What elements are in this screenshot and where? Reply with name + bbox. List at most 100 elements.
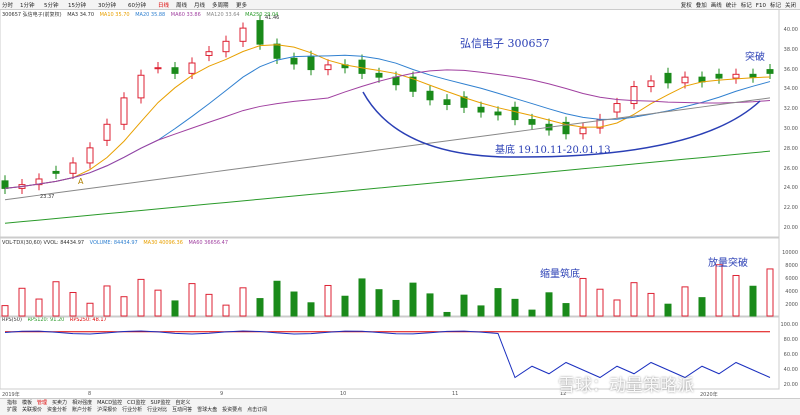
tool-button-1[interactable]: 叠加 <box>695 3 707 9</box>
candle <box>749 73 757 78</box>
candle <box>205 51 213 56</box>
indicator-tab-3[interactable]: 买卖力 <box>52 400 68 406</box>
tool-button-7[interactable]: 关闭 <box>784 3 796 9</box>
indicator-tab-4[interactable]: 相对强度 <box>72 400 93 406</box>
breakout-annotation: 突破 <box>745 52 765 63</box>
volume-level-4: 2000 <box>785 302 798 308</box>
volume-bar <box>239 287 247 317</box>
price-level-10: 20.00 <box>783 225 798 231</box>
vol-ma60: MA60 36656.47 <box>188 240 229 246</box>
candle <box>171 67 179 74</box>
bottom-link-10[interactable]: 点击订阅 <box>247 407 268 413</box>
candle <box>137 74 145 99</box>
candle <box>358 59 366 74</box>
rps-level-1: 80.00 <box>783 337 798 343</box>
candle <box>392 76 400 86</box>
candle <box>511 106 519 121</box>
candle <box>715 73 723 79</box>
ma3-value: MA3 34.70 <box>67 12 95 18</box>
base-annotation: 基底 19.10.11-20.01.13 <box>495 145 611 156</box>
volume-bar <box>273 280 281 317</box>
base-arc-annotation <box>362 91 761 158</box>
candle <box>1 180 9 189</box>
ma10-value: MA10 35.70 <box>99 12 130 18</box>
bottom-link-4[interactable]: 沪深报价 <box>97 407 118 413</box>
period-tab-7[interactable]: 周线 <box>176 3 188 9</box>
candle <box>222 40 230 53</box>
bottom-link-6[interactable]: 行业对比 <box>147 407 168 413</box>
volume-bar <box>375 289 383 317</box>
bottom-link-7[interactable]: 互动问答 <box>172 407 193 413</box>
period-tab-3[interactable]: 15分钟 <box>68 3 86 9</box>
ma250-value: MA250 29.04 <box>245 12 279 18</box>
period-tab-10[interactable]: 更多 <box>236 3 248 9</box>
price-level-1: 38.00 <box>783 46 798 53</box>
ma20-value: MA20 35.88 <box>135 12 166 18</box>
candle <box>256 20 264 45</box>
indicator-tab-2[interactable]: 管理 <box>37 400 48 406</box>
bottom-link-0[interactable]: 扩展 <box>7 407 18 413</box>
volume-bar <box>664 303 672 317</box>
candle <box>477 106 485 113</box>
volume-bar <box>290 291 298 317</box>
date-label-0: 2019年 <box>2 392 20 398</box>
price-level-5: 30.00 <box>783 126 798 132</box>
volume-bar <box>137 278 145 317</box>
volume-bar <box>596 288 604 317</box>
bottom-link-9[interactable]: 投资要点 <box>222 407 243 413</box>
tool-button-0[interactable]: 复权 <box>680 3 692 9</box>
rps-level-2: 60.00 <box>783 352 798 358</box>
bottom-link-8[interactable]: 雪球大盘 <box>197 407 218 413</box>
rps120-value: RPS120: 91.20 <box>27 317 65 323</box>
bottom-link-1[interactable]: 关联报价 <box>22 407 43 413</box>
volume-bar <box>613 299 621 317</box>
volume-bar <box>460 294 468 317</box>
volume-bar <box>732 274 740 317</box>
stock-label: 300657 弘信电子(前复权) <box>2 12 62 18</box>
volume-bar <box>494 288 502 317</box>
candle <box>579 127 587 135</box>
candle <box>562 121 570 135</box>
volume-bar <box>511 298 519 317</box>
bottom-link-5[interactable]: 行业分析 <box>122 407 143 413</box>
indicator-tab-7[interactable]: SUP监控 <box>150 400 171 406</box>
period-tab-2[interactable]: 5分钟 <box>44 3 59 9</box>
indicator-tab-0[interactable]: 指标 <box>7 400 18 406</box>
candle <box>681 76 689 84</box>
tool-button-6[interactable]: 标记 <box>769 3 781 9</box>
date-label-4: 11 <box>452 391 459 397</box>
indicator-tab-6[interactable]: CCI监控 <box>127 400 146 406</box>
period-tab-6[interactable]: 日线 <box>158 3 170 9</box>
price-level-6: 28.00 <box>783 145 798 152</box>
period-tab-8[interactable]: 月线 <box>194 3 206 9</box>
bottom-link-3[interactable]: 账户分析 <box>72 407 93 413</box>
volume-bar <box>341 295 349 317</box>
volume-bar <box>409 282 417 317</box>
candle <box>375 72 383 78</box>
candle <box>664 72 672 84</box>
volume-bar <box>18 287 26 317</box>
period-tab-1[interactable]: 1分钟 <box>20 3 35 9</box>
price-level-3: 34.00 <box>783 86 798 93</box>
ma60-value: MA60 33.86 <box>170 12 201 18</box>
volume-bar <box>477 305 485 317</box>
tool-button-5[interactable]: F10 <box>755 3 766 9</box>
tool-button-4[interactable]: 标记 <box>740 3 752 9</box>
indicator-tab-5[interactable]: MACD监控 <box>97 400 123 406</box>
tool-button-3[interactable]: 统计 <box>725 3 737 9</box>
rps-level-3: 40.00 <box>783 367 798 373</box>
volume-bar <box>647 292 655 317</box>
volume-bar <box>766 268 774 317</box>
volume-bar <box>307 302 315 317</box>
price-level-2: 36.00 <box>783 66 798 73</box>
indicator-tab-1[interactable]: 模板 <box>22 400 33 406</box>
period-tab-4[interactable]: 30分钟 <box>98 3 116 9</box>
candle <box>630 86 638 105</box>
tool-button-2[interactable]: 画线 <box>710 3 722 9</box>
volume-bar <box>35 298 43 317</box>
period-tab-5[interactable]: 60分钟 <box>128 3 146 9</box>
indicator-tab-8[interactable]: 自定义 <box>175 400 191 406</box>
bottom-link-2[interactable]: 资金分析 <box>47 407 68 413</box>
period-tab-9[interactable]: 多周期 <box>212 3 229 9</box>
period-tab-0[interactable]: 分时 <box>2 3 14 9</box>
